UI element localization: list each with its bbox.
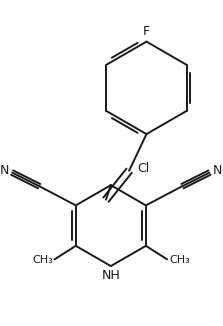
Text: Cl: Cl [137, 162, 149, 175]
Text: NH: NH [101, 269, 120, 282]
Text: CH₃: CH₃ [169, 255, 190, 265]
Text: N: N [212, 164, 222, 177]
Text: F: F [143, 25, 150, 38]
Text: CH₃: CH₃ [32, 255, 53, 265]
Text: N: N [0, 164, 9, 177]
